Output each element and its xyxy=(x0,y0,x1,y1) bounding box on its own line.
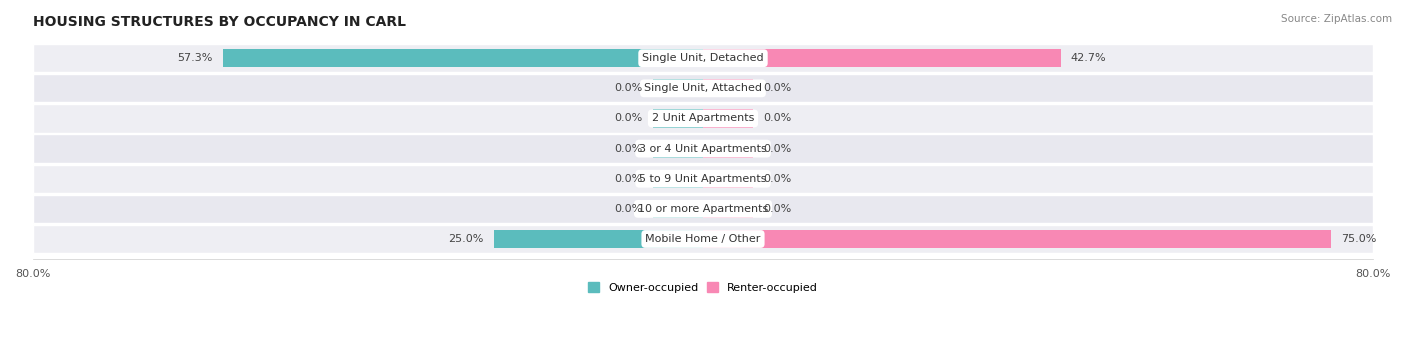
Text: 0.0%: 0.0% xyxy=(763,114,792,123)
Bar xyxy=(652,109,703,128)
Text: 0.0%: 0.0% xyxy=(763,204,792,214)
Text: 10 or more Apartments: 10 or more Apartments xyxy=(638,204,768,214)
Bar xyxy=(32,44,1374,72)
Text: HOUSING STRUCTURES BY OCCUPANCY IN CARL: HOUSING STRUCTURES BY OCCUPANCY IN CARL xyxy=(32,15,406,29)
Text: 42.7%: 42.7% xyxy=(1071,53,1107,63)
Bar xyxy=(703,79,754,98)
Bar xyxy=(703,109,754,128)
Bar xyxy=(32,195,1374,223)
Bar xyxy=(703,139,754,158)
Bar xyxy=(32,74,1374,103)
Text: Mobile Home / Other: Mobile Home / Other xyxy=(645,234,761,244)
Text: Source: ZipAtlas.com: Source: ZipAtlas.com xyxy=(1281,14,1392,24)
Bar xyxy=(703,200,754,218)
Bar xyxy=(703,49,1060,67)
Bar xyxy=(32,134,1374,163)
Bar xyxy=(652,200,703,218)
Text: 0.0%: 0.0% xyxy=(614,114,643,123)
Text: 25.0%: 25.0% xyxy=(449,234,484,244)
Text: 75.0%: 75.0% xyxy=(1341,234,1376,244)
Bar xyxy=(32,165,1374,193)
Text: 0.0%: 0.0% xyxy=(614,144,643,153)
Legend: Owner-occupied, Renter-occupied: Owner-occupied, Renter-occupied xyxy=(583,278,823,297)
Bar xyxy=(32,225,1374,253)
Text: 5 to 9 Unit Apartments: 5 to 9 Unit Apartments xyxy=(640,174,766,184)
Bar xyxy=(652,139,703,158)
Text: 0.0%: 0.0% xyxy=(763,144,792,153)
Bar xyxy=(703,230,1331,248)
Bar xyxy=(224,49,703,67)
Bar xyxy=(494,230,703,248)
Text: 2 Unit Apartments: 2 Unit Apartments xyxy=(652,114,754,123)
Text: 0.0%: 0.0% xyxy=(614,83,643,93)
Text: 3 or 4 Unit Apartments: 3 or 4 Unit Apartments xyxy=(640,144,766,153)
Bar xyxy=(652,79,703,98)
Text: 0.0%: 0.0% xyxy=(763,174,792,184)
Bar xyxy=(703,170,754,188)
Text: Single Unit, Detached: Single Unit, Detached xyxy=(643,53,763,63)
Bar xyxy=(32,104,1374,133)
Bar xyxy=(652,170,703,188)
Text: 57.3%: 57.3% xyxy=(177,53,212,63)
Text: Single Unit, Attached: Single Unit, Attached xyxy=(644,83,762,93)
Text: 0.0%: 0.0% xyxy=(763,83,792,93)
Text: 0.0%: 0.0% xyxy=(614,174,643,184)
Text: 0.0%: 0.0% xyxy=(614,204,643,214)
